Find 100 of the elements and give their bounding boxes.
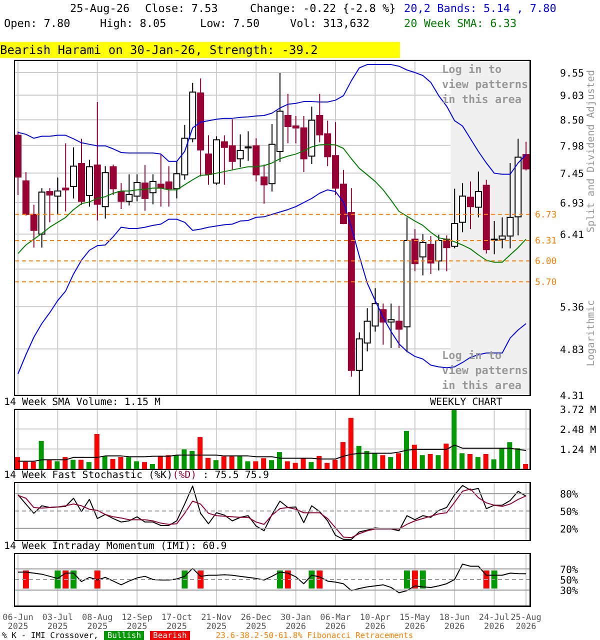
bar bbox=[475, 457, 480, 469]
y-tick-label: 50% bbox=[560, 507, 578, 518]
y-tick-label: 6.41 bbox=[560, 230, 584, 242]
text: Low: 7.50 bbox=[200, 17, 260, 30]
bar bbox=[348, 418, 354, 469]
x-tick-label: 12-Sep 2025 bbox=[122, 613, 152, 632]
text: Bearish bbox=[150, 631, 190, 640]
bar bbox=[229, 456, 234, 469]
candlestick bbox=[427, 236, 434, 274]
bar bbox=[436, 455, 441, 469]
y-tick-label: 7.98 bbox=[560, 141, 584, 152]
text: 23.6-38.2-50-61.8% Fibonacci Retracements bbox=[216, 631, 414, 640]
bar bbox=[332, 460, 338, 469]
x-tick-label: 25-Aug 2026 bbox=[510, 613, 542, 632]
bar bbox=[444, 444, 449, 469]
x-tick-label: 26-Dec 2025 bbox=[240, 613, 272, 632]
bar bbox=[460, 453, 465, 469]
text: Vol: 313,632 bbox=[290, 17, 370, 30]
bar bbox=[284, 461, 290, 469]
x-tick-label: 15-May 2026 bbox=[400, 613, 430, 632]
text: Logarithmic bbox=[586, 300, 598, 366]
bar bbox=[467, 454, 472, 469]
candlestick bbox=[396, 305, 403, 348]
y-tick-label: 9.03 bbox=[560, 91, 584, 102]
text: : 75.5 75.9 bbox=[202, 470, 269, 481]
candlestick bbox=[30, 204, 38, 248]
bar bbox=[213, 460, 218, 469]
text: Close: 7.53 bbox=[145, 2, 218, 15]
line-series bbox=[17, 189, 527, 374]
candlestick bbox=[205, 134, 212, 186]
bar bbox=[396, 453, 402, 469]
candlestick bbox=[466, 180, 474, 230]
text: 25-Aug-26 bbox=[70, 2, 130, 15]
bar bbox=[102, 456, 108, 469]
annotation: Log in to view patterns in this area bbox=[442, 62, 530, 107]
y-tick-label: 6.93 bbox=[560, 198, 584, 210]
bar bbox=[276, 452, 282, 469]
bar bbox=[174, 455, 179, 469]
bar bbox=[190, 450, 195, 469]
ref-line-label: 6.73 bbox=[535, 210, 557, 221]
bar bbox=[324, 462, 330, 469]
text: Bearish Harami on 30-Jan-26, Strength: -39.2 bbox=[0, 42, 400, 58]
y-tick-label: 4.31 bbox=[560, 391, 584, 402]
candlestick bbox=[149, 174, 156, 205]
y-tick-label: 3.72 M bbox=[560, 405, 596, 416]
bar bbox=[206, 458, 211, 469]
candlestick bbox=[474, 171, 482, 218]
bar bbox=[340, 442, 346, 469]
bar bbox=[78, 460, 84, 469]
candlestick bbox=[236, 134, 244, 168]
y-tick-label: 20% bbox=[560, 524, 578, 536]
x-tick-label: 06-Jun 2025 bbox=[2, 613, 34, 632]
bar bbox=[269, 460, 274, 469]
bar bbox=[142, 462, 148, 469]
bar bbox=[380, 455, 386, 469]
candlestick bbox=[46, 188, 54, 223]
bar bbox=[134, 461, 140, 469]
bar bbox=[86, 462, 92, 469]
ref-line-label: 5.70 bbox=[535, 278, 557, 288]
text: (%D) bbox=[172, 470, 197, 481]
bar bbox=[300, 458, 306, 469]
bar bbox=[22, 462, 28, 469]
text: Open: 7.80 bbox=[4, 17, 70, 30]
y-tick-label: 2.48 M bbox=[560, 425, 596, 436]
candlestick bbox=[419, 234, 426, 276]
text: 20,2 Bands: 5.14 , 7.80 bbox=[404, 2, 556, 15]
bar bbox=[523, 464, 528, 469]
bar bbox=[483, 454, 488, 469]
y-tick-label: 8.50 bbox=[560, 116, 584, 127]
bar bbox=[452, 409, 457, 469]
text: WEEKLY CHART bbox=[430, 397, 502, 408]
bar bbox=[404, 430, 409, 469]
bar bbox=[182, 449, 187, 469]
candlestick bbox=[70, 146, 78, 199]
legend-title: % K - IMI Crossover, bbox=[2, 631, 98, 640]
candlestick bbox=[244, 130, 252, 162]
candlestick bbox=[110, 164, 117, 196]
bar bbox=[158, 456, 163, 469]
y-tick-label: 30% bbox=[560, 586, 578, 598]
candlestick bbox=[62, 142, 70, 212]
x-tick-label: 08-Aug 2025 bbox=[82, 613, 113, 632]
bar bbox=[372, 453, 378, 469]
bar bbox=[221, 456, 226, 469]
bar bbox=[420, 455, 425, 469]
bar bbox=[54, 461, 60, 469]
y-tick-label: 5.36 bbox=[560, 302, 584, 314]
y-tick-label: 1.24 M bbox=[560, 445, 596, 456]
bar bbox=[388, 457, 394, 469]
y-tick-label: 9.55 bbox=[560, 68, 584, 80]
bar bbox=[150, 464, 155, 469]
ref-line-label: 6.31 bbox=[535, 236, 557, 247]
bar bbox=[126, 457, 132, 469]
text: 20 Week SMA: 6.33 bbox=[404, 17, 517, 30]
y-tick-label: 7.45 bbox=[560, 169, 584, 180]
x-tick-label: 10-Apr 2026 bbox=[360, 613, 391, 632]
x-tick-label: 24-Jul 2026 bbox=[478, 613, 510, 632]
candlestick bbox=[522, 141, 530, 171]
candlestick bbox=[54, 177, 62, 215]
candlestick bbox=[451, 188, 458, 249]
line-series bbox=[17, 144, 527, 263]
